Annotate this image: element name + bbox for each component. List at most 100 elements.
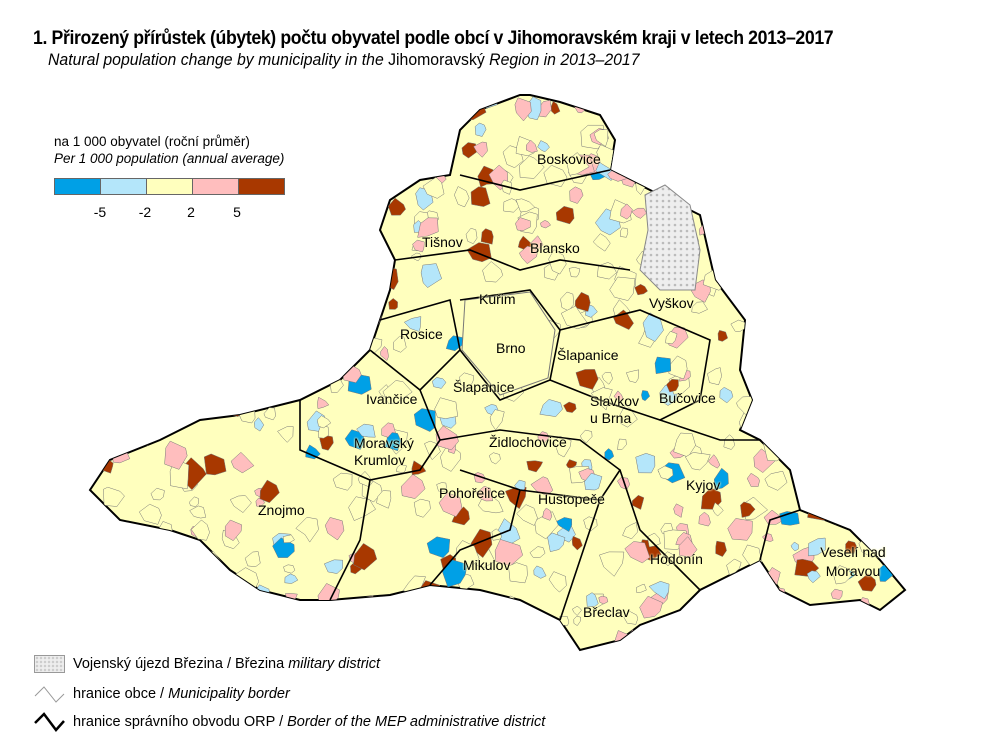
municipality-area <box>555 206 575 225</box>
municipality-area <box>164 440 188 470</box>
municipality-area <box>760 212 774 225</box>
municipality-area <box>253 417 265 432</box>
municipality-area <box>443 636 453 648</box>
municipality-area <box>888 622 905 645</box>
municipality-area <box>136 120 152 139</box>
municipality-area <box>539 399 563 417</box>
municipality-area <box>90 167 103 189</box>
municipality-area <box>101 547 119 561</box>
municipality-area <box>495 624 512 639</box>
municipality-area <box>827 483 840 494</box>
municipality-area <box>754 586 771 602</box>
municipality-area <box>380 346 389 361</box>
municipality-area <box>305 602 331 630</box>
municipality-area <box>862 635 879 647</box>
municipality-area <box>317 396 330 409</box>
municipality-area <box>284 320 297 332</box>
municipality-area <box>619 404 638 428</box>
municipality-area <box>852 488 877 506</box>
municipality-area <box>902 413 905 427</box>
municipality-area <box>151 238 166 249</box>
municipality-area <box>574 291 591 312</box>
municipality-area <box>824 384 843 399</box>
municipality-area <box>90 514 107 535</box>
municipality-area <box>854 481 867 493</box>
municipality-area <box>164 207 177 221</box>
municipality-area <box>104 245 120 264</box>
municipality-area <box>273 312 288 324</box>
municipality-area <box>338 295 358 316</box>
municipality-area <box>560 305 589 330</box>
municipality-area <box>434 397 458 419</box>
municipality-area <box>253 167 262 180</box>
municipality-area <box>162 153 187 174</box>
municipality-area <box>878 180 888 192</box>
municipality-area <box>356 423 376 438</box>
municipality-area <box>208 572 222 585</box>
municipality-area <box>617 438 627 451</box>
municipality-area <box>184 630 196 647</box>
legend-break: 2 <box>187 204 195 220</box>
municipality-area <box>526 460 544 473</box>
municipality-area <box>639 595 663 619</box>
municipality-area <box>257 174 276 194</box>
municipality-area <box>515 198 536 213</box>
municipality-area <box>712 229 737 252</box>
municipality-area <box>833 474 853 499</box>
municipality-area <box>204 208 214 219</box>
municipality-area <box>609 276 636 301</box>
municipality-area <box>734 113 751 131</box>
municipality-area <box>317 175 332 187</box>
municipality-area <box>892 410 905 426</box>
municipality-area <box>310 247 330 268</box>
municipality-area <box>642 312 664 342</box>
municipality-area <box>542 507 553 521</box>
district-label: Pohořelice <box>439 485 506 501</box>
municipality-area <box>249 101 259 112</box>
municipality-area <box>526 139 538 153</box>
municipality-area <box>725 153 745 170</box>
district-label: Slavkov u Brna <box>590 393 640 426</box>
municipality-area <box>118 633 133 646</box>
municipality-area <box>631 207 647 219</box>
municipality-area <box>804 269 822 285</box>
municipality-area <box>537 619 555 639</box>
municipality-area <box>443 587 472 617</box>
municipality-area <box>474 122 487 137</box>
municipality-area <box>760 421 780 439</box>
municipality-area <box>169 343 180 354</box>
municipality-area <box>756 296 782 319</box>
municipality-area <box>344 165 357 179</box>
municipality-area <box>886 609 905 634</box>
municipality-area <box>540 220 551 229</box>
municipality-area <box>103 575 120 592</box>
municipality-area <box>336 280 351 295</box>
municipality-area <box>519 155 545 179</box>
municipality-area <box>388 298 398 310</box>
municipality-area <box>615 140 628 153</box>
municipality-area <box>380 266 399 291</box>
municipality-area <box>250 366 269 383</box>
municipality-area <box>779 409 798 435</box>
municipality-area <box>348 261 364 273</box>
district-label: Moravský Krumlov <box>354 435 414 468</box>
municipality-area <box>856 276 871 292</box>
municipality-area <box>808 537 826 557</box>
municipality-area <box>643 135 658 152</box>
municipality-area <box>774 97 802 125</box>
municipality-area <box>648 581 670 600</box>
municipality-area <box>497 620 517 640</box>
municipality-area <box>622 522 638 540</box>
municipality-area <box>777 260 791 275</box>
municipality-area <box>193 304 207 318</box>
municipality-area <box>569 186 584 204</box>
municipality-area <box>232 240 255 262</box>
municipality-area <box>318 153 342 178</box>
municipality-area <box>95 441 110 452</box>
municipality-area <box>90 394 108 423</box>
municipality-area <box>221 639 236 650</box>
municipality-area <box>620 227 629 238</box>
municipality-area <box>756 615 771 633</box>
municipality-area <box>712 502 724 517</box>
municipality-area <box>698 511 711 527</box>
